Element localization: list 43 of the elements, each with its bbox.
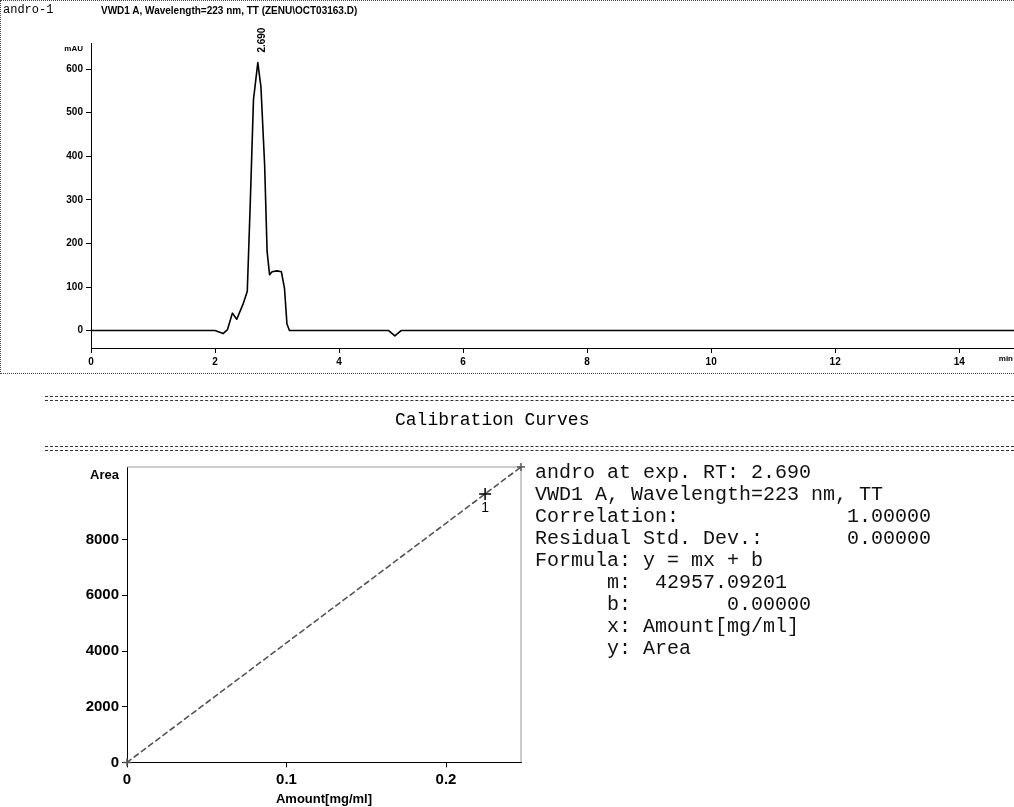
text: b: 0.00000 — [606, 593, 813, 616]
x-axis-title: min — [998, 354, 1014, 364]
y-tick-label: 2000 — [85, 696, 119, 714]
y-tick-label: 4000 — [85, 641, 119, 659]
text: x: Amount[mg/ml] — [606, 615, 801, 638]
x-tick-label: 10 — [705, 355, 718, 367]
text: Correlation: 1.00000 — [535, 505, 933, 528]
x-axis-title: Amount[mg/ml] — [275, 790, 373, 806]
y-tick-label: 0 — [110, 752, 119, 770]
x-tick-label: 8 — [584, 355, 591, 367]
x-tick-label: 0.2 — [435, 769, 457, 787]
y-tick-label: 600 — [66, 62, 84, 74]
annotation: 1 — [481, 498, 490, 515]
chart-title: andro-1 — [3, 3, 54, 17]
text: Residual Std. Dev.: 0.00000 — [535, 527, 933, 550]
x-tick-label: 0.1 — [276, 769, 297, 787]
chart-subtitle: VWD1 A, Wavelength=223 nm, TT (ZENU\OCT03163.D) — [101, 5, 358, 16]
text: Formula: y = mx + b — [535, 549, 765, 572]
y-tick-label: 200 — [66, 237, 84, 249]
x-tick-label: 14 — [953, 355, 966, 367]
text: y: Area — [606, 637, 693, 660]
point — [516, 463, 525, 472]
text: m: 42957.09201 — [606, 571, 789, 594]
y-tick-label: 500 — [66, 106, 84, 118]
point — [123, 757, 132, 767]
y-tick-label: 8000 — [85, 529, 119, 547]
point — [478, 487, 492, 501]
x-tick-label: 6 — [460, 355, 467, 367]
chart-title: Calibration Curves — [395, 410, 590, 430]
text: andro at exp. RT: 2.690 — [535, 461, 813, 484]
y-tick-label: 100 — [66, 280, 84, 292]
annotation: 2.690 — [255, 27, 267, 53]
x-tick-label: 4 — [336, 355, 343, 367]
x-tick-label: 2 — [212, 355, 219, 367]
text: VWD1 A, Wavelength=223 nm, TT — [535, 483, 885, 506]
y-tick-label: 400 — [66, 150, 84, 162]
y-axis-title: Area — [90, 467, 120, 483]
x-tick-label: 0 — [122, 769, 132, 787]
y-axis-title: mAU — [64, 44, 84, 54]
y-tick-label: 6000 — [85, 585, 119, 603]
y-tick-label: 300 — [66, 193, 84, 205]
x-tick-label: 12 — [829, 355, 842, 367]
y-tick-label: 0 — [77, 324, 84, 336]
